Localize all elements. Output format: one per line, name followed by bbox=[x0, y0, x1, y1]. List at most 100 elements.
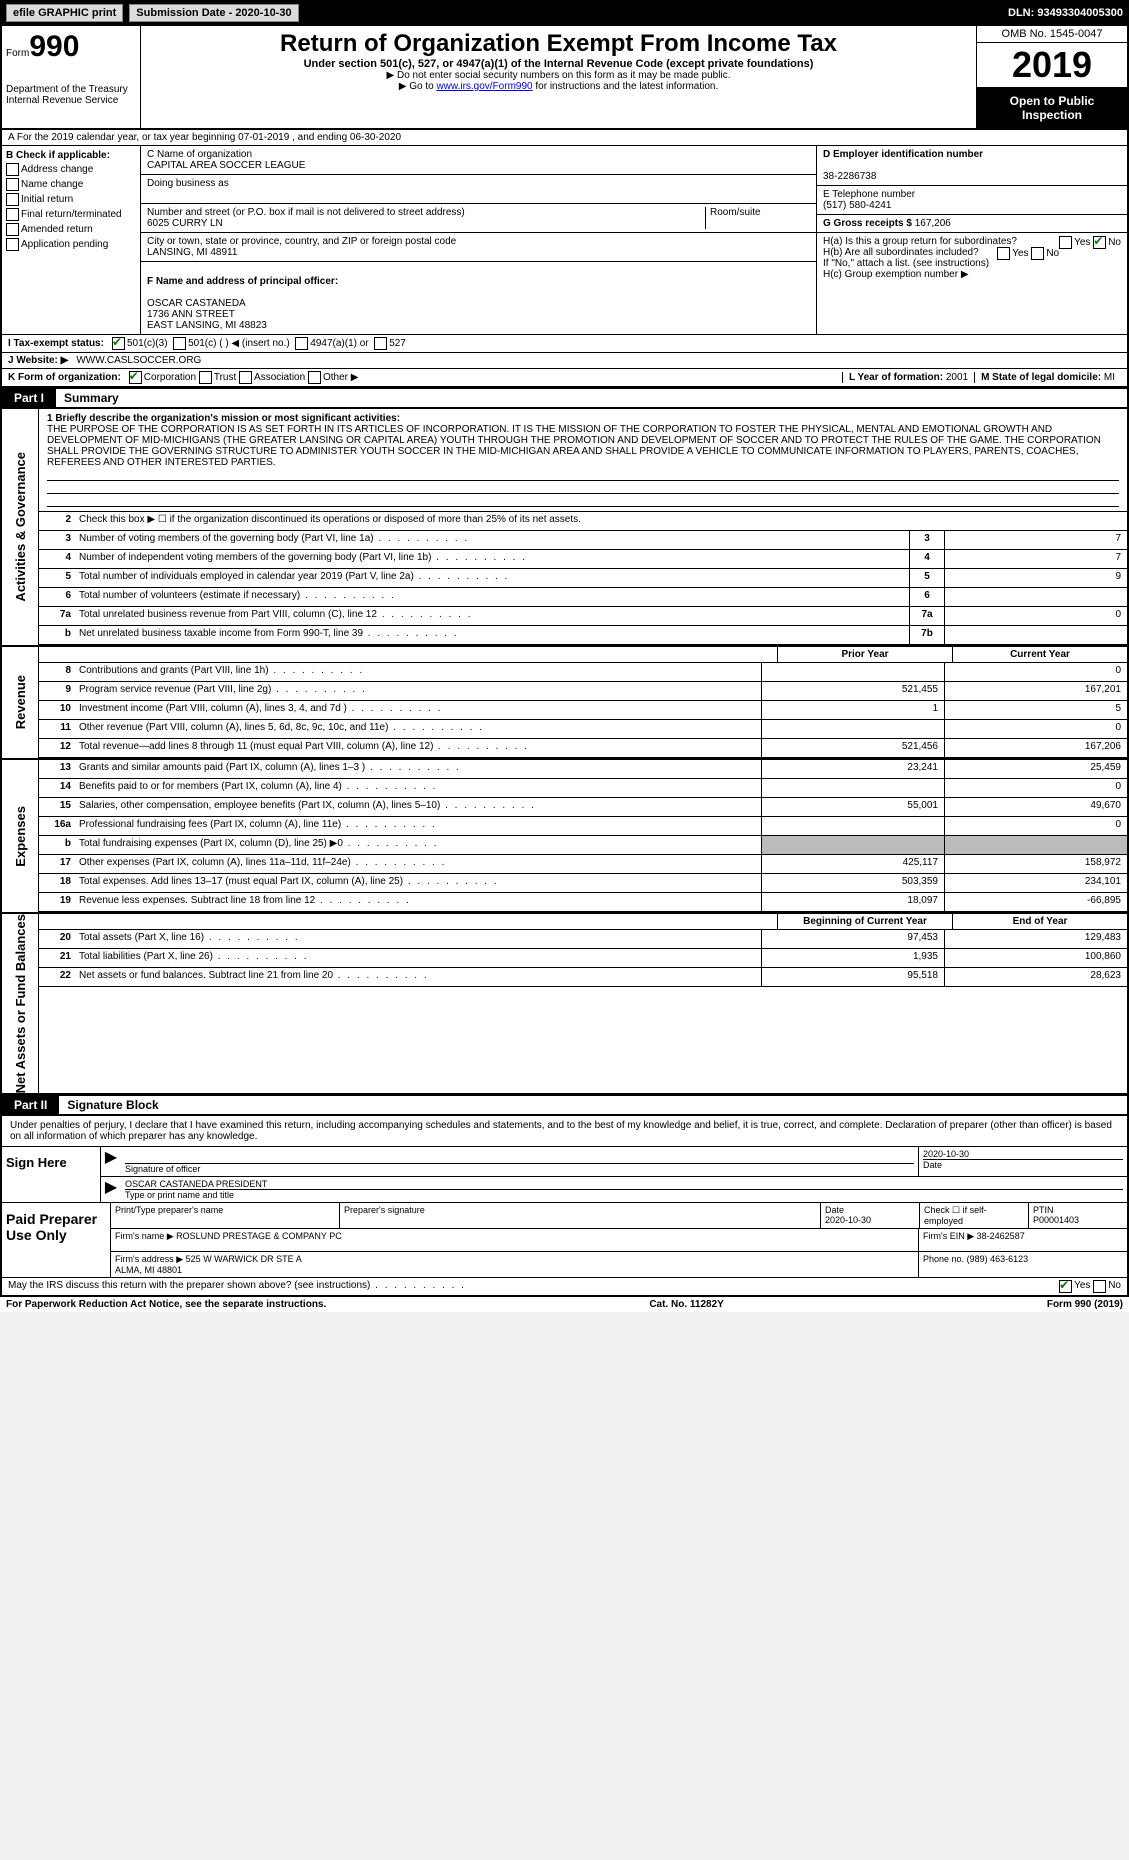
addr-cell: Number and street (or P.O. box if mail i… bbox=[141, 204, 816, 233]
room-lbl: Room/suite bbox=[705, 207, 810, 229]
note2: ▶ Go to bbox=[399, 81, 437, 92]
dom: MI bbox=[1104, 372, 1115, 383]
note1: ▶ Do not enter social security numbers o… bbox=[145, 70, 972, 81]
row-2: 2Check this box ▶ ☐ if the organization … bbox=[39, 512, 1127, 531]
ptin-h: PTIN bbox=[1033, 1205, 1054, 1215]
footer-left: For Paperwork Reduction Act Notice, see … bbox=[6, 1299, 326, 1310]
discuss-yes[interactable] bbox=[1059, 1280, 1072, 1293]
mission-lbl: 1 Briefly describe the organization's mi… bbox=[47, 413, 400, 424]
col-c: C Name of organization CAPITAL AREA SOCC… bbox=[141, 146, 816, 334]
exp-row-18: 18Total expenses. Add lines 13–17 (must … bbox=[39, 874, 1127, 893]
phone: (517) 580-4241 bbox=[823, 200, 891, 211]
org-name-cell: C Name of organization CAPITAL AREA SOCC… bbox=[141, 146, 816, 175]
exp-row-19: 19Revenue less expenses. Subtract line 1… bbox=[39, 893, 1127, 912]
tax-exempt-row: I Tax-exempt status: 501(c)(3) 501(c) ( … bbox=[0, 335, 1129, 353]
exp-row-b: bTotal fundraising expenses (Part IX, co… bbox=[39, 836, 1127, 855]
exp-row-13: 13Grants and similar amounts paid (Part … bbox=[39, 760, 1127, 779]
chk-other[interactable] bbox=[308, 371, 321, 384]
firm-phone-lbl: Phone no. bbox=[923, 1254, 964, 1264]
chk-final[interactable]: Final return/terminated bbox=[6, 208, 136, 221]
right-header: OMB No. 1545-0047 2019 Open to Public In… bbox=[976, 26, 1127, 128]
gov-row-5: 5Total number of individuals employed in… bbox=[39, 569, 1127, 588]
na-row-22: 22Net assets or fund balances. Subtract … bbox=[39, 968, 1127, 987]
chk-501c[interactable] bbox=[173, 337, 186, 350]
gov-row-b: bNet unrelated business taxable income f… bbox=[39, 626, 1127, 645]
phone-cell: E Telephone number (517) 580-4241 bbox=[817, 186, 1127, 215]
orgform-row: K Form of organization: Corporation Trus… bbox=[0, 369, 1129, 388]
firm-addr-lbl: Firm's address ▶ bbox=[115, 1254, 183, 1264]
addr-lbl: Number and street (or P.O. box if mail i… bbox=[147, 207, 465, 218]
chk-501c3[interactable] bbox=[112, 337, 125, 350]
sig-line-2: ▶ OSCAR CASTANEDA PRESIDENTType or print… bbox=[101, 1177, 1127, 1202]
discuss-row: May the IRS discuss this return with the… bbox=[0, 1278, 1129, 1297]
sign-here: Sign Here bbox=[2, 1147, 100, 1202]
row-a: A For the 2019 calendar year, or tax yea… bbox=[0, 130, 1129, 146]
hb-no[interactable] bbox=[1031, 247, 1044, 260]
rev-row-10: 10Investment income (Part VIII, column (… bbox=[39, 701, 1127, 720]
web-lbl: J Website: ▶ bbox=[8, 355, 68, 366]
firm-ein-lbl: Firm's EIN ▶ bbox=[923, 1231, 974, 1241]
gross-lbl: G Gross receipts $ bbox=[823, 218, 912, 229]
chk-initial[interactable]: Initial return bbox=[6, 193, 136, 206]
main-title: Return of Organization Exempt From Incom… bbox=[145, 30, 972, 58]
prep-row-2: Firm's name ▶ ROSLUND PRESTAGE & COMPANY… bbox=[111, 1229, 1127, 1252]
hb-yes[interactable] bbox=[997, 247, 1010, 260]
dba-cell: Doing business as bbox=[141, 175, 816, 204]
ein-lbl: D Employer identification number bbox=[823, 149, 983, 160]
part2-tab: Part II bbox=[2, 1096, 59, 1114]
info-grid: B Check if applicable: Address change Na… bbox=[0, 146, 1129, 335]
expenses-section: Expenses 13Grants and similar amounts pa… bbox=[0, 760, 1129, 914]
exp-row-14: 14Benefits paid to or for members (Part … bbox=[39, 779, 1127, 798]
group-return-cell: H(a) Is this a group return for subordin… bbox=[817, 233, 1127, 283]
gross-cell: G Gross receipts $ 167,206 bbox=[817, 215, 1127, 233]
ein-cell: D Employer identification number 38-2286… bbox=[817, 146, 1127, 186]
ha-yes[interactable] bbox=[1059, 236, 1072, 249]
chk-assoc[interactable] bbox=[239, 371, 252, 384]
netassets-section: Net Assets or Fund Balances Beginning of… bbox=[0, 914, 1129, 1095]
irs-link[interactable]: www.irs.gov/Form990 bbox=[436, 81, 532, 92]
discuss-no[interactable] bbox=[1093, 1280, 1106, 1293]
chk-527[interactable] bbox=[374, 337, 387, 350]
curr-year-h: Current Year bbox=[952, 647, 1127, 662]
subtitle: Under section 501(c), 527, or 4947(a)(1)… bbox=[145, 58, 972, 70]
chk-4947[interactable] bbox=[295, 337, 308, 350]
form-990-page: efile GRAPHIC print Submission Date - 20… bbox=[0, 0, 1129, 1312]
name-field: OSCAR CASTANEDA PRESIDENTType or print n… bbox=[121, 1177, 1127, 1202]
city-cell: City or town, state or province, country… bbox=[141, 233, 816, 262]
firm-ein: 38-2462587 bbox=[977, 1231, 1025, 1241]
discuss-q: May the IRS discuss this return with the… bbox=[8, 1280, 466, 1293]
website: WWW.CASLSOCCER.ORG bbox=[76, 355, 201, 366]
chk-corp[interactable] bbox=[129, 371, 142, 384]
prep-name-h: Print/Type preparer's name bbox=[111, 1203, 340, 1228]
city: LANSING, MI 48911 bbox=[147, 247, 237, 258]
city-lbl: City or town, state or province, country… bbox=[147, 236, 456, 247]
dom-lbl: M State of legal domicile: bbox=[981, 372, 1101, 383]
officer: OSCAR CASTANEDA 1736 ANN STREET EAST LAN… bbox=[147, 298, 267, 331]
rev-header: Prior Year Current Year bbox=[39, 647, 1127, 663]
vtab-netassets: Net Assets or Fund Balances bbox=[2, 914, 39, 1093]
chk-address[interactable]: Address change bbox=[6, 163, 136, 176]
prep-date-h: Date bbox=[825, 1205, 844, 1215]
efile-label: efile GRAPHIC print bbox=[6, 4, 123, 22]
exp-row-15: 15Salaries, other compensation, employee… bbox=[39, 798, 1127, 817]
rev-row-9: 9Program service revenue (Part VIII, lin… bbox=[39, 682, 1127, 701]
header: Form990 Department of the Treasury Inter… bbox=[0, 26, 1129, 130]
hb-note: If "No," attach a list. (see instruction… bbox=[823, 258, 1121, 269]
chk-trust[interactable] bbox=[199, 371, 212, 384]
rev-row-8: 8Contributions and grants (Part VIII, li… bbox=[39, 663, 1127, 682]
yof-lbl: L Year of formation: bbox=[849, 372, 943, 383]
submission-date: Submission Date - 2020-10-30 bbox=[129, 4, 298, 22]
sig-field[interactable]: Signature of officer bbox=[121, 1147, 918, 1176]
chk-pending[interactable]: Application pending bbox=[6, 238, 136, 251]
end-year-h: End of Year bbox=[952, 914, 1127, 929]
na-header: Beginning of Current Year End of Year bbox=[39, 914, 1127, 930]
ha-no[interactable] bbox=[1093, 236, 1106, 249]
rev-row-11: 11Other revenue (Part VIII, column (A), … bbox=[39, 720, 1127, 739]
form-number: 990 bbox=[29, 30, 79, 63]
addr: 6025 CURRY LN bbox=[147, 218, 223, 229]
gross: 167,206 bbox=[915, 218, 951, 229]
hc: H(c) Group exemption number ▶ bbox=[823, 269, 1121, 280]
chk-name[interactable]: Name change bbox=[6, 178, 136, 191]
col-right: D Employer identification number 38-2286… bbox=[816, 146, 1127, 334]
chk-amended[interactable]: Amended return bbox=[6, 223, 136, 236]
